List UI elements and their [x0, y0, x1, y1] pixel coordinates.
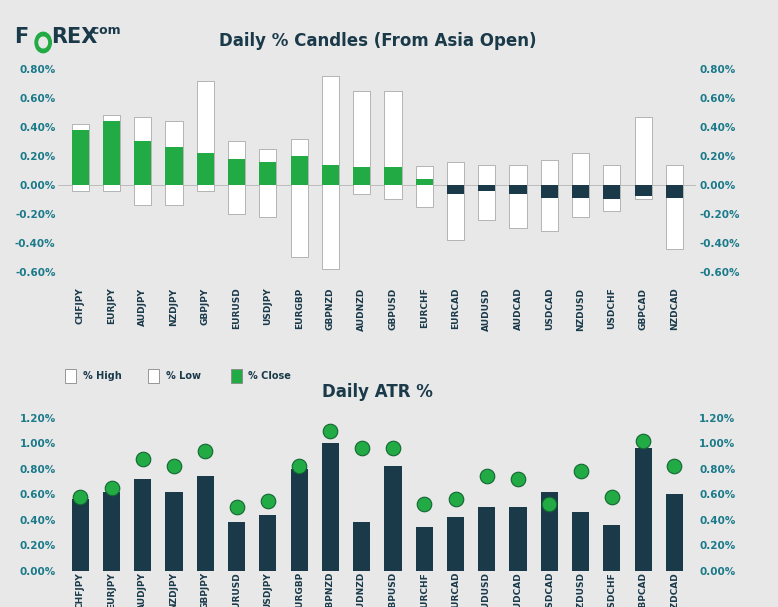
Bar	[447, 161, 464, 240]
Bar	[541, 185, 558, 198]
Bar	[541, 492, 558, 571]
Bar	[72, 130, 89, 185]
Bar	[603, 185, 621, 199]
Text: F: F	[14, 27, 28, 47]
Bar	[103, 121, 120, 185]
Point	[481, 472, 493, 481]
Bar	[415, 527, 433, 571]
Bar	[384, 466, 401, 571]
Bar	[666, 185, 683, 198]
Point	[168, 461, 180, 471]
Bar	[259, 515, 276, 571]
Bar	[103, 115, 120, 191]
Bar	[353, 91, 370, 194]
Point	[137, 454, 149, 464]
Bar	[541, 160, 558, 231]
Bar	[666, 164, 683, 248]
FancyBboxPatch shape	[148, 370, 159, 384]
Point	[105, 483, 117, 493]
Text: REX: REX	[51, 27, 98, 47]
Bar	[572, 512, 589, 571]
Point	[418, 500, 430, 509]
Bar	[603, 525, 621, 571]
Bar	[290, 469, 308, 571]
Point	[512, 474, 524, 484]
Point	[574, 467, 587, 476]
Bar	[259, 161, 276, 185]
Bar	[447, 185, 464, 194]
Bar	[259, 149, 276, 217]
Bar	[72, 500, 89, 571]
Point	[668, 461, 681, 471]
Bar	[197, 476, 214, 571]
Point	[261, 496, 274, 506]
Bar	[134, 117, 152, 205]
Bar	[447, 517, 464, 571]
Bar	[666, 494, 683, 571]
Bar	[603, 164, 621, 211]
Point	[324, 426, 337, 435]
FancyBboxPatch shape	[230, 370, 242, 384]
Bar	[635, 117, 652, 199]
Bar	[228, 522, 245, 571]
Bar	[166, 492, 183, 571]
Point	[543, 500, 555, 509]
Point	[74, 492, 86, 501]
Bar	[572, 153, 589, 217]
Point	[387, 444, 399, 453]
Bar	[228, 141, 245, 214]
Title: Daily ATR %: Daily ATR %	[322, 383, 433, 401]
Bar	[197, 81, 214, 191]
Bar	[478, 507, 496, 571]
Text: % Close: % Close	[248, 371, 291, 381]
Bar	[384, 91, 401, 199]
Bar	[72, 124, 89, 191]
Bar	[103, 492, 120, 571]
Circle shape	[39, 37, 47, 48]
Bar	[134, 141, 152, 185]
Bar	[635, 449, 652, 571]
Bar	[572, 185, 589, 198]
Bar	[322, 443, 339, 571]
Bar	[478, 185, 496, 191]
Bar	[322, 164, 339, 185]
Bar	[415, 166, 433, 206]
Bar	[384, 168, 401, 185]
FancyBboxPatch shape	[65, 370, 76, 384]
Bar	[353, 522, 370, 571]
Bar	[290, 138, 308, 257]
Circle shape	[35, 32, 51, 53]
Point	[637, 436, 650, 446]
Point	[293, 461, 306, 471]
Point	[605, 492, 618, 501]
Bar	[415, 179, 433, 185]
Point	[356, 444, 368, 453]
Bar	[290, 156, 308, 185]
Point	[230, 502, 243, 512]
Bar	[510, 164, 527, 228]
Text: % High: % High	[82, 371, 121, 381]
Bar	[635, 185, 652, 197]
Bar	[166, 121, 183, 205]
Title: Daily % Candles (From Asia Open): Daily % Candles (From Asia Open)	[219, 32, 536, 50]
Text: % Low: % Low	[166, 371, 201, 381]
Bar	[478, 164, 496, 220]
Bar	[322, 76, 339, 269]
Text: .com: .com	[88, 24, 121, 37]
Point	[199, 446, 212, 456]
Point	[449, 495, 461, 504]
Bar	[228, 159, 245, 185]
Bar	[166, 148, 183, 185]
Bar	[510, 507, 527, 571]
Bar	[353, 168, 370, 185]
Bar	[134, 479, 152, 571]
Bar	[197, 153, 214, 185]
Bar	[510, 185, 527, 194]
